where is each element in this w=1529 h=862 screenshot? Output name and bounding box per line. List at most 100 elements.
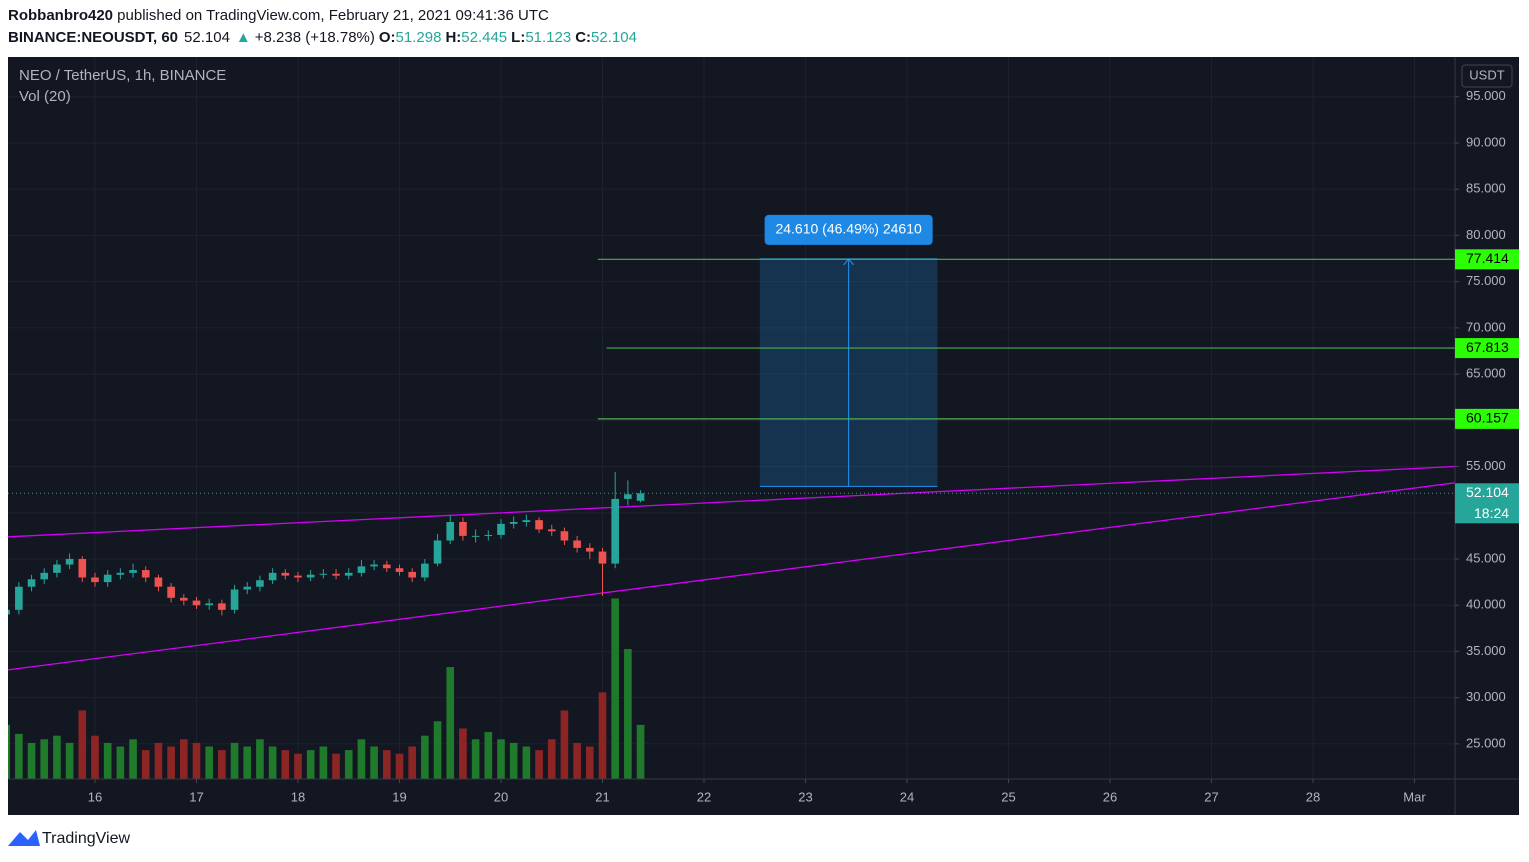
volume-bar	[256, 739, 264, 779]
y-tick-label: 55.000	[1466, 458, 1506, 473]
y-tick-label: 75.000	[1466, 273, 1506, 288]
volume-bar	[306, 750, 315, 779]
volume-bar	[509, 742, 518, 779]
drawings	[8, 258, 1455, 671]
level-label: 67.813	[1466, 339, 1509, 355]
volume-bar	[179, 739, 188, 779]
y-tick-label: 70.000	[1466, 319, 1506, 334]
x-tick-label: 28	[1306, 789, 1320, 804]
volume-bar	[40, 739, 49, 779]
candle-body	[624, 494, 632, 499]
volume-bar	[598, 692, 607, 779]
currency[interactable]: USDT	[1469, 67, 1504, 82]
x-tick-label: 16	[88, 789, 102, 804]
volume-bar	[116, 746, 125, 779]
x-tick-label: 19	[392, 789, 406, 804]
candle-body	[382, 564, 391, 569]
volume-bar	[192, 742, 201, 779]
l-label: L:	[511, 29, 525, 46]
candle-body	[179, 597, 188, 601]
candle-body	[53, 564, 61, 573]
volume-pane	[8, 598, 645, 779]
y-tick-label: 90.000	[1466, 134, 1506, 149]
volume-bar	[370, 746, 378, 779]
candle-body	[370, 564, 378, 567]
x-tick-label: 17	[189, 789, 203, 804]
candle-body	[344, 572, 353, 576]
last-price-tag	[1455, 483, 1519, 524]
arrow: ▲	[236, 29, 251, 46]
x-tick-label: 27	[1204, 789, 1218, 804]
candle-body	[294, 575, 302, 578]
change: +8.238 (+18.78%)	[255, 29, 375, 46]
candle-body	[15, 586, 23, 610]
volume-bar	[357, 739, 366, 779]
x-tick-label: 22	[697, 789, 711, 804]
candle-body	[547, 529, 556, 532]
volume-bar	[382, 750, 391, 779]
volume-bar	[53, 735, 61, 779]
volume-bar	[205, 746, 213, 779]
volume-bar	[230, 742, 239, 779]
y-tick-label: 35.000	[1466, 643, 1506, 658]
candle-body	[8, 609, 10, 615]
level-tag	[1455, 249, 1519, 270]
candle-body	[218, 603, 226, 610]
volume-bar	[281, 750, 290, 779]
candle-body	[509, 522, 518, 524]
volume-bar	[433, 721, 442, 779]
candle-body	[573, 540, 581, 548]
volume-bar	[497, 739, 505, 779]
y-tick-label: 85.000	[1466, 181, 1506, 196]
y-tick-label: 30.000	[1466, 689, 1506, 704]
volume-bar	[294, 753, 302, 779]
c-label: C:	[575, 29, 591, 46]
logo	[8, 830, 40, 846]
level-label: 77.414	[1466, 250, 1509, 266]
volume-bar	[344, 750, 353, 779]
volume-bar	[319, 746, 328, 779]
candle-body	[484, 534, 493, 536]
volume-bar	[27, 742, 36, 779]
candle-body	[357, 566, 366, 573]
candle-body	[27, 579, 36, 587]
volume-bar	[218, 750, 226, 779]
level-label: 60.157	[1466, 410, 1509, 426]
candle-body	[91, 577, 99, 583]
candle-body	[141, 570, 150, 578]
candle-body	[192, 600, 201, 606]
h-label: H:	[445, 29, 461, 46]
candle-body	[281, 572, 290, 576]
volume-bar	[91, 735, 99, 779]
candle-body	[636, 493, 645, 501]
candle-body	[522, 520, 531, 523]
candle-body	[585, 547, 594, 552]
measure-label-box	[764, 214, 933, 245]
candle-body	[421, 563, 429, 578]
candle-body	[459, 522, 467, 536]
close-value: 52.104	[591, 29, 637, 46]
y-tick-label: 45.000	[1466, 550, 1506, 565]
volume-bar	[560, 710, 569, 779]
candle-body	[256, 580, 264, 587]
trendline	[8, 482, 1455, 671]
candle-body	[598, 551, 607, 564]
publish-line: Robbanbro420 published on TradingView.co…	[8, 7, 549, 24]
volume-bar	[459, 728, 467, 779]
volume-legend: Vol (20)	[19, 88, 71, 105]
candle-body	[395, 568, 404, 572]
x-tick-label: Mar	[1403, 789, 1426, 804]
symbol: BINANCE:NEOUSDT, 60	[8, 29, 178, 46]
x-tick-label: 23	[798, 789, 812, 804]
currency-box[interactable]	[1461, 64, 1513, 88]
candle-body	[129, 570, 137, 573]
candle-body	[205, 603, 213, 606]
measure-label: 24.610 (46.49%) 24610	[775, 221, 922, 237]
countdown: 18:24	[1474, 505, 1509, 521]
level-tag	[1455, 338, 1519, 359]
volume-bar	[78, 710, 87, 779]
volume-bar	[484, 732, 493, 779]
volume-bar	[522, 746, 531, 779]
candle-body	[65, 558, 74, 565]
volume-bar	[421, 735, 429, 779]
